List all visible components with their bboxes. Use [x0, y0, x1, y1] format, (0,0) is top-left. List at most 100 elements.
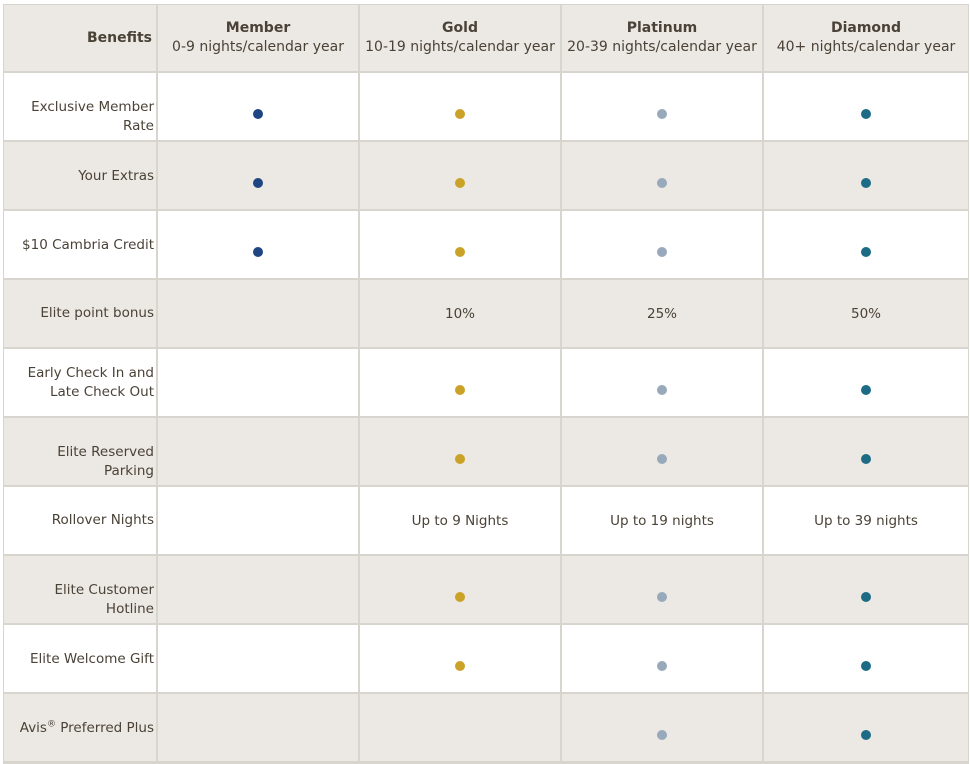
tier-cell-platinum	[562, 142, 762, 209]
tier-cell-member	[158, 694, 358, 761]
benefits-table: Benefits Member 0-9 nights/calendar year…	[2, 3, 970, 763]
included-dot-icon	[657, 592, 667, 602]
benefit-label-cell: Your Extras	[4, 142, 156, 209]
included-dot-icon	[861, 178, 871, 188]
benefit-label-cell: Exclusive Member Rate	[4, 73, 156, 140]
tier-cell-gold: Up to 9 Nights	[360, 487, 560, 554]
benefit-row: Elite point bonus 10% 25% 50%	[4, 280, 968, 347]
registered-mark: ®	[46, 719, 56, 730]
tier-name: Diamond	[830, 20, 902, 36]
tier-name: Gold	[442, 20, 478, 36]
benefit-label: Rollover Nights	[51, 512, 154, 528]
benefit-label-suffix: Preferred Plus	[55, 720, 154, 736]
tier-cell-diamond	[764, 418, 968, 485]
included-dot-icon	[657, 385, 667, 395]
tier-cell-gold	[360, 349, 560, 416]
included-dot-icon	[253, 109, 263, 119]
tier-cell-member	[158, 487, 358, 554]
benefit-label-cell: Rollover Nights	[4, 487, 156, 554]
included-dot-icon	[861, 592, 871, 602]
tier-cell-gold	[360, 418, 560, 485]
tier-cell-platinum: 25%	[562, 280, 762, 347]
included-dot-icon	[657, 178, 667, 188]
included-dot-icon	[657, 730, 667, 740]
included-dot-icon	[861, 730, 871, 740]
tier-cell-diamond: Up to 39 nights	[764, 487, 968, 554]
tier-cell-platinum: Up to 19 nights	[562, 487, 762, 554]
tier-cell-member	[158, 556, 358, 623]
tier-name: Platinum	[626, 20, 698, 36]
benefit-row: Elite Reserved Parking	[4, 418, 968, 485]
tier-cell-diamond	[764, 73, 968, 140]
benefit-label: Elite Customer Hotline	[54, 582, 155, 617]
included-dot-icon	[253, 247, 263, 257]
tier-cell-member	[158, 73, 358, 140]
benefit-label: Elite point bonus	[40, 305, 154, 321]
included-dot-icon	[455, 178, 465, 188]
tier-cell-member	[158, 625, 358, 692]
benefit-label: $10 Cambria Credit	[22, 237, 154, 253]
tier-cell-gold	[360, 625, 560, 692]
tier-header-platinum: Platinum 20-39 nights/calendar year	[562, 5, 762, 71]
tier-cell-diamond	[764, 142, 968, 209]
benefit-row: Rollover Nights Up to 9 Nights Up to 19 ni…	[4, 487, 968, 554]
included-dot-icon	[657, 454, 667, 464]
tier-cell-gold	[360, 556, 560, 623]
benefit-row: Early Check In and Late Check Out	[4, 349, 968, 416]
included-dot-icon	[455, 385, 465, 395]
included-dot-icon	[861, 385, 871, 395]
tier-range: 10-19 nights/calendar year	[365, 39, 555, 55]
benefits-table-body: Exclusive Member Rate Your Extras $10 Camb…	[4, 73, 968, 761]
tier-cell-diamond	[764, 211, 968, 278]
included-dot-icon	[253, 178, 263, 188]
benefit-label: Exclusive Member Rate	[31, 99, 154, 134]
tier-cell-member	[158, 142, 358, 209]
included-dot-icon	[657, 247, 667, 257]
tier-cell-platinum	[562, 349, 762, 416]
tier-name: Member	[225, 20, 291, 36]
header-row: Benefits Member 0-9 nights/calendar year…	[4, 5, 968, 71]
tier-value: 50%	[850, 305, 881, 322]
included-dot-icon	[861, 661, 871, 671]
tier-cell-gold	[360, 142, 560, 209]
tier-header-gold: Gold 10-19 nights/calendar year	[360, 5, 560, 71]
benefit-label: Elite Reserved Parking	[57, 444, 154, 479]
benefit-label: Elite Welcome Gift	[30, 651, 154, 667]
included-dot-icon	[861, 247, 871, 257]
benefit-label-cell: $10 Cambria Credit	[4, 211, 156, 278]
tier-value: Up to 39 nights	[814, 512, 918, 529]
tier-cell-gold: 10%	[360, 280, 560, 347]
tier-cell-gold	[360, 211, 560, 278]
included-dot-icon	[455, 592, 465, 602]
tier-cell-diamond: 50%	[764, 280, 968, 347]
included-dot-icon	[455, 109, 465, 119]
benefit-label-cell: Elite Welcome Gift	[4, 625, 156, 692]
benefits-column-header: Benefits	[4, 5, 156, 71]
benefit-row: $10 Cambria Credit	[4, 211, 968, 278]
included-dot-icon	[861, 109, 871, 119]
tier-cell-platinum	[562, 556, 762, 623]
tier-value: 25%	[646, 305, 677, 322]
tier-cell-diamond	[764, 625, 968, 692]
tier-cell-platinum	[562, 73, 762, 140]
tier-cell-diamond	[764, 694, 968, 761]
tier-value: Up to 19 nights	[610, 512, 714, 529]
benefit-label: Early Check In and Late Check Out	[27, 364, 154, 400]
included-dot-icon	[455, 454, 465, 464]
benefits-table-container: Benefits Member 0-9 nights/calendar year…	[3, 4, 969, 764]
benefit-row: Your Extras	[4, 142, 968, 209]
benefit-label-cell: Elite Reserved Parking	[4, 418, 156, 485]
included-dot-icon	[657, 109, 667, 119]
tier-cell-diamond	[764, 349, 968, 416]
tier-cell-member	[158, 280, 358, 347]
tier-cell-platinum	[562, 418, 762, 485]
tier-header-member: Member 0-9 nights/calendar year	[158, 5, 358, 71]
tier-range: 40+ nights/calendar year	[776, 39, 956, 55]
included-dot-icon	[455, 247, 465, 257]
tier-value: Up to 9 Nights	[411, 512, 509, 529]
tier-header-diamond: Diamond 40+ nights/calendar year	[764, 5, 968, 71]
tier-cell-platinum	[562, 211, 762, 278]
benefit-label-cell: Early Check In and Late Check Out	[4, 349, 156, 416]
benefit-row: Exclusive Member Rate	[4, 73, 968, 140]
benefit-label-cell: Avis® Preferred Plus	[4, 694, 156, 761]
